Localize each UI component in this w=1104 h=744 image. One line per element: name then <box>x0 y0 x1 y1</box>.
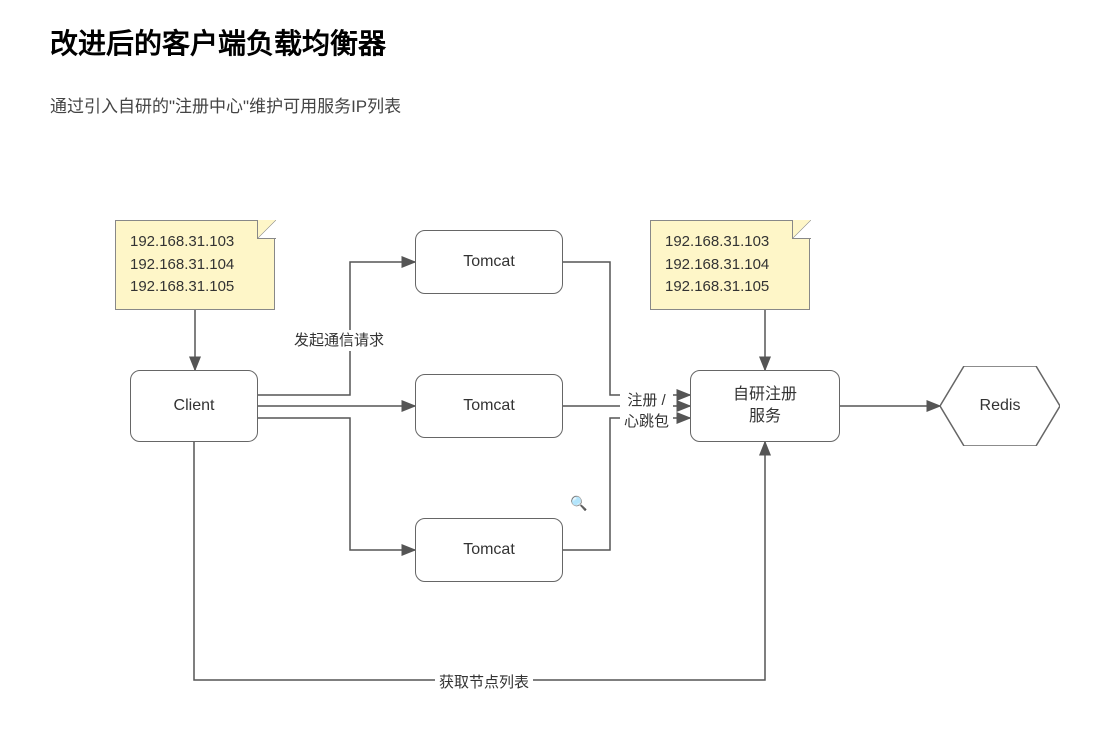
node-tomcat-2: Tomcat <box>415 374 563 438</box>
note-ip-list-right: 192.168.31.103 192.168.31.104 192.168.31… <box>650 220 810 310</box>
node-label: Redis <box>940 366 1060 446</box>
edge-client-tomcat1 <box>258 262 415 395</box>
node-label: Tomcat <box>463 539 515 561</box>
node-label: 自研注册 服务 <box>733 384 797 429</box>
note-ip-list-left: 192.168.31.103 192.168.31.104 192.168.31… <box>115 220 275 310</box>
edge-label-heartbeat: 注册 / 心跳包 <box>620 390 673 432</box>
node-label: Tomcat <box>463 395 515 417</box>
note-line: 192.168.31.105 <box>130 276 260 299</box>
node-label: Client <box>174 395 215 417</box>
note-line: 192.168.31.105 <box>665 276 795 299</box>
flowchart-diagram: 192.168.31.103 192.168.31.104 192.168.31… <box>0 0 1104 744</box>
note-line: 192.168.31.104 <box>665 254 795 277</box>
note-line: 192.168.31.104 <box>130 254 260 277</box>
edge-label-getlist: 获取节点列表 <box>435 672 533 693</box>
edge-client-tomcat3 <box>258 418 415 550</box>
note-line: 192.168.31.103 <box>665 231 795 254</box>
note-line: 192.168.31.103 <box>130 231 260 254</box>
node-redis: Redis <box>940 366 1060 446</box>
node-label: Tomcat <box>463 251 515 273</box>
edge-label-request: 发起通信请求 <box>290 330 388 351</box>
node-tomcat-1: Tomcat <box>415 230 563 294</box>
node-client: Client <box>130 370 258 442</box>
edge-tomcat3-registry <box>563 418 690 550</box>
magnifier-icon: 🔍 <box>570 495 587 512</box>
node-registry: 自研注册 服务 <box>690 370 840 442</box>
node-tomcat-3: Tomcat <box>415 518 563 582</box>
